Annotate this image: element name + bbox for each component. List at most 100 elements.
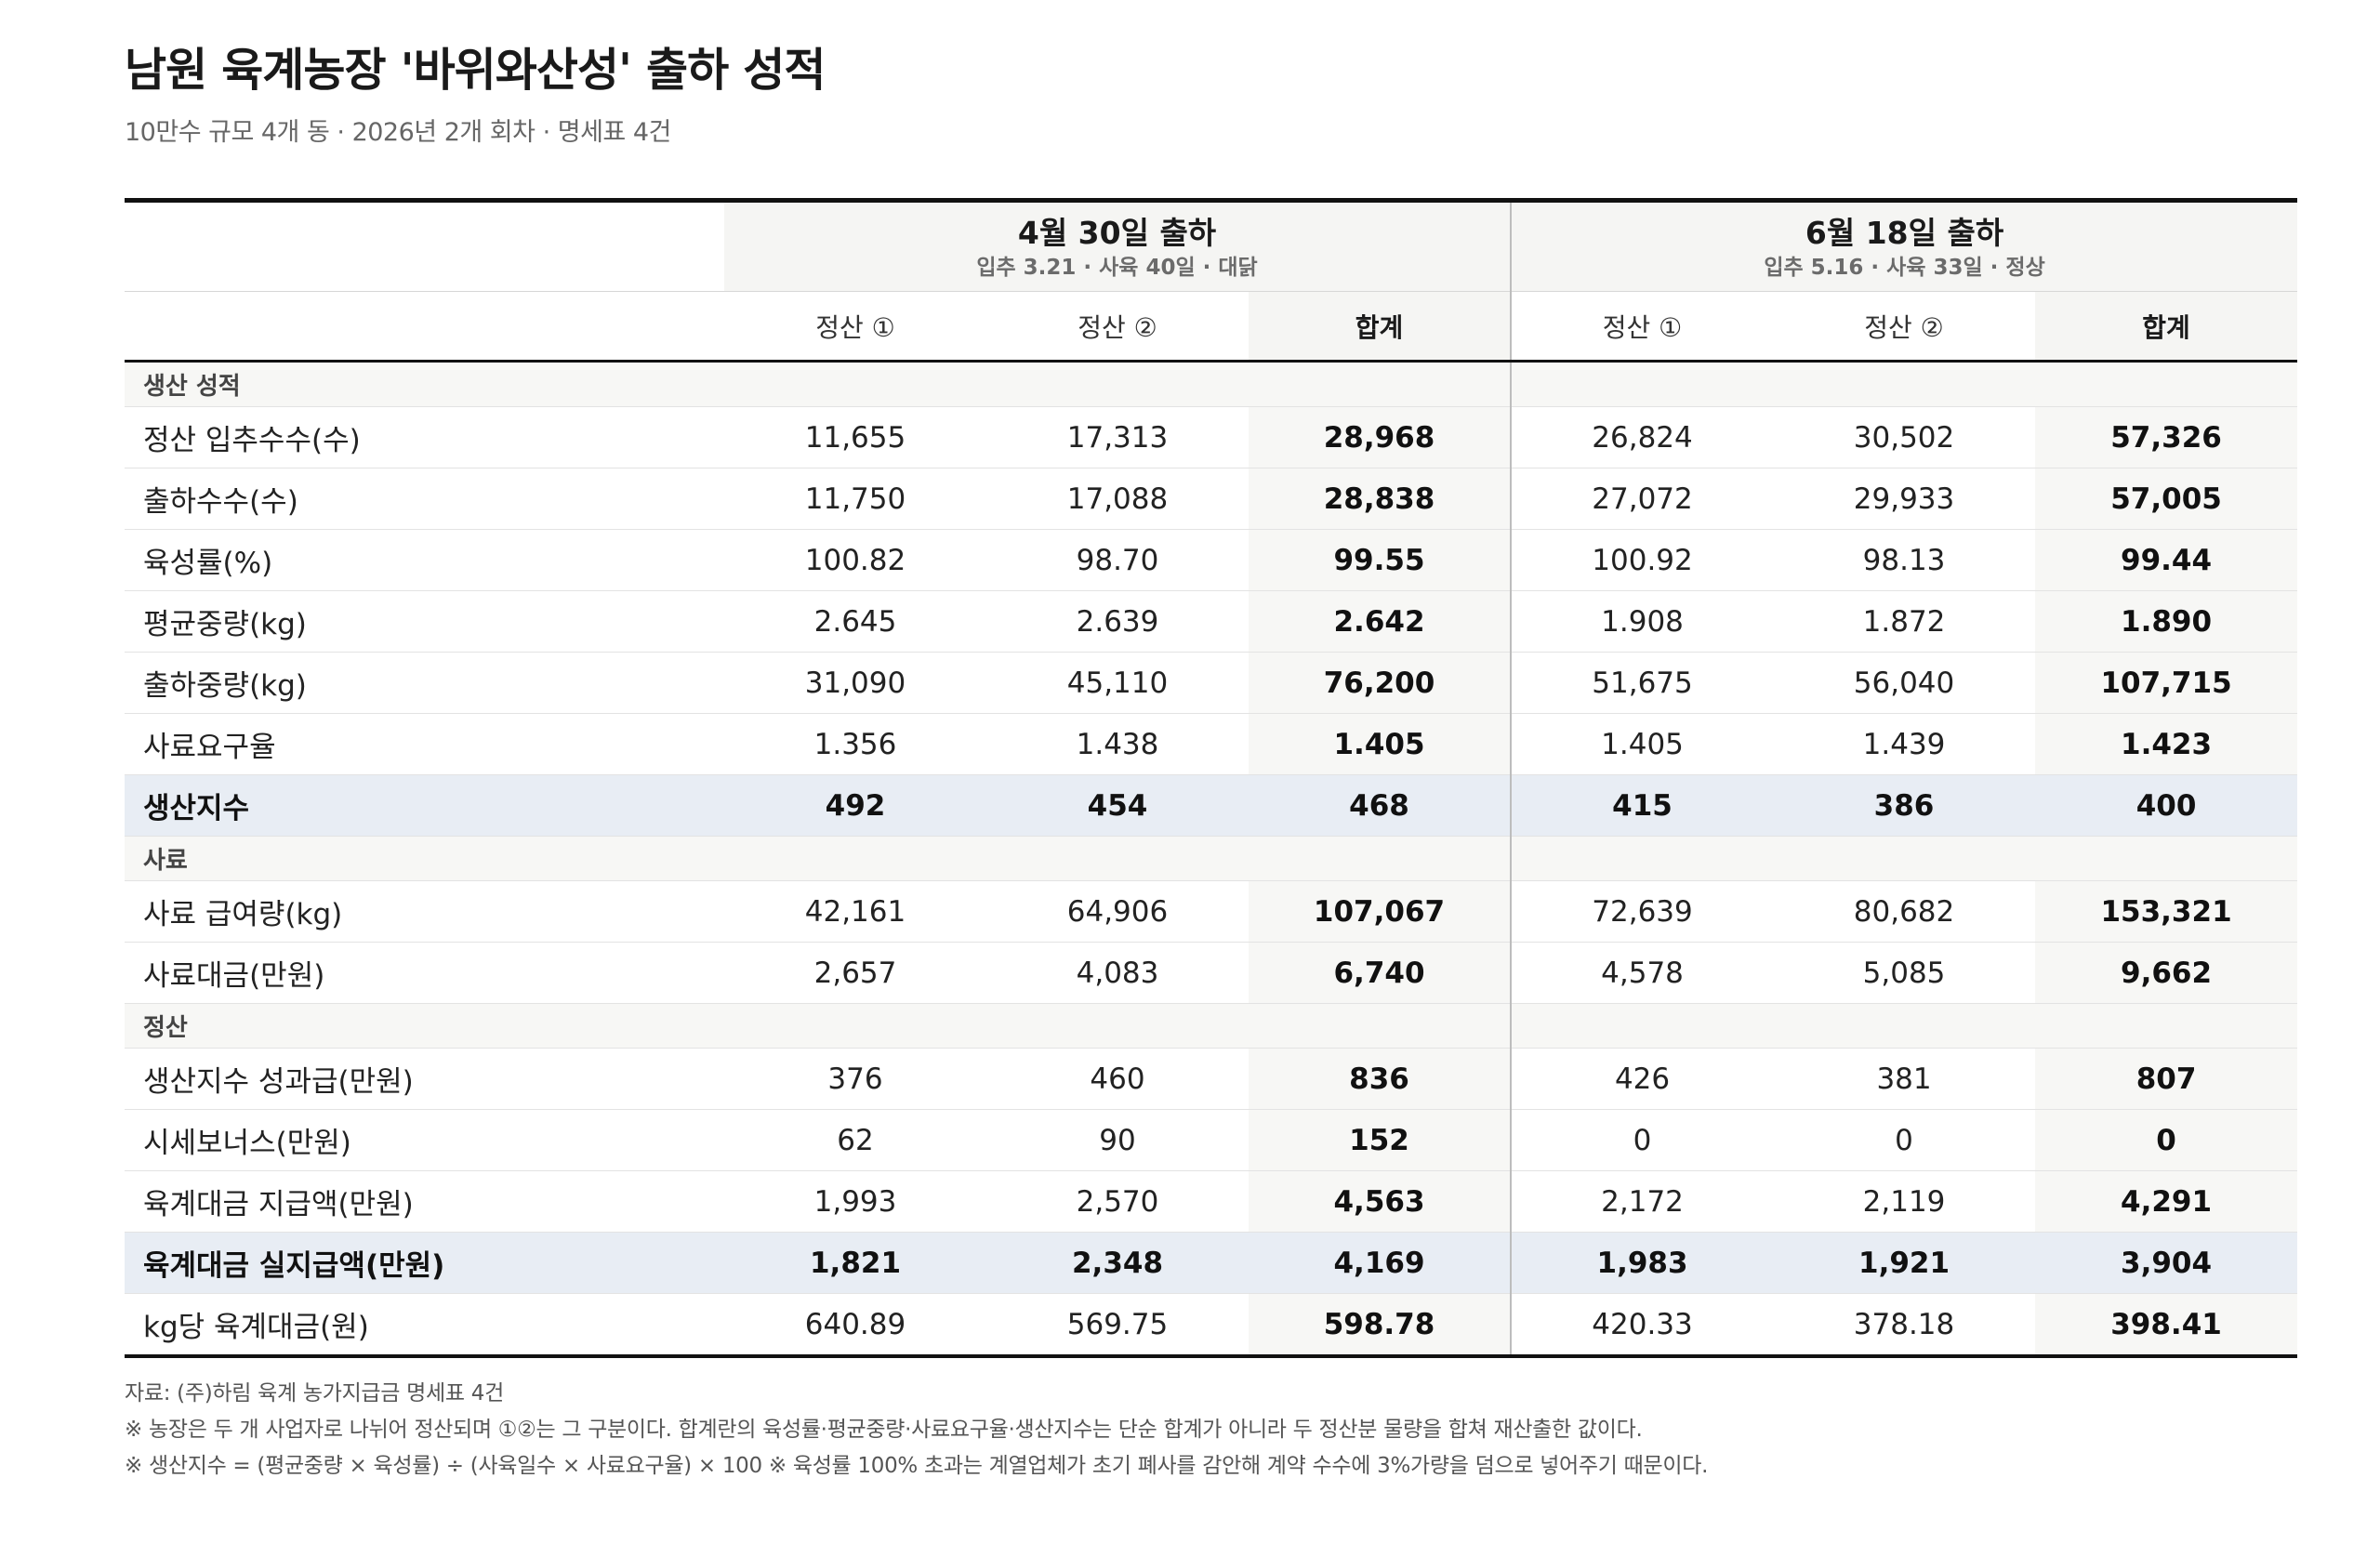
value-cell: 426 [1510,1048,1774,1110]
section-row: 생산 성적 [125,361,2298,407]
table-row: 출하수수(수) 11,750 17,088 28,838 27,072 29,933 57,… [125,468,2298,530]
table-row: 시세보너스(만원) 62 90 152 0 0 0 [125,1109,2298,1171]
shipment-header-row: 4월 30일 출하 입추 3.21 · 사육 40일 · 대닭 6월 18일 출… [125,198,2298,292]
value-cell: 454 [986,774,1249,837]
total-cell: 6,740 [1249,942,1512,1004]
total-cell: 2.642 [1249,590,1512,653]
value-cell: 1.872 [1773,590,2036,653]
value-cell: 100.82 [724,529,986,591]
value-cell: 460 [986,1048,1249,1110]
value-cell: 2,657 [724,942,986,1004]
total-cell: 807 [2035,1048,2298,1110]
section-label: 생산 성적 [125,361,724,407]
page-title: 남원 육계농장 '바위와산성' 출하 성적 [125,44,826,97]
col-total: 합계 [1249,291,1512,363]
value-cell: 492 [724,774,986,837]
value-cell: 56,040 [1773,652,2036,714]
footnote-settlement: ※ 농장은 두 개 사업자로 나뉘어 정산되며 ①②는 그 구분이다. 합계란의… [125,1418,1643,1442]
section-filler [724,836,986,881]
total-cell: 28,968 [1249,406,1512,468]
row-label: 사료 급여량(kg) [125,880,724,943]
shipment-meta: 입추 5.16 · 사육 33일 · 정상 [1764,255,2045,280]
total-cell: 598.78 [1249,1293,1512,1358]
row-label: 사료요구율 [125,713,724,775]
value-cell: 51,675 [1510,652,1774,714]
section-filler [986,361,1249,407]
total-cell: 398.41 [2035,1293,2298,1358]
value-cell: 42,161 [724,880,986,943]
value-cell: 98.70 [986,529,1249,591]
section-filler [1773,1003,2036,1049]
table-body: 생산 성적 정산 입추수수(수) 11,655 17,313 28,968 26,824 3… [125,361,2298,1358]
corner-cell [125,198,724,292]
total-cell: 1.890 [2035,590,2298,653]
value-cell: 62 [724,1109,986,1171]
value-cell: 45,110 [986,652,1249,714]
value-cell: 17,088 [986,468,1249,530]
value-cell: 29,933 [1773,468,2036,530]
value-cell: 1.438 [986,713,1249,775]
total-cell: 99.44 [2035,529,2298,591]
shipment-header-1: 4월 30일 출하 입추 3.21 · 사육 40일 · 대닭 [724,198,1512,292]
corner-cell [125,291,724,363]
row-label: 정산 입추수수(수) [125,406,724,468]
value-cell: 1,983 [1510,1232,1774,1294]
total-cell: 4,291 [2035,1170,2298,1233]
row-label: 생산지수 [125,774,724,837]
section-filler [1249,1003,1512,1049]
table-row: 육계대금 지급액(만원) 1,993 2,570 4,563 2,172 2,119 4,2… [125,1170,2298,1233]
value-cell: 2,570 [986,1170,1249,1233]
shipment-header-2: 6월 18일 출하 입추 5.16 · 사육 33일 · 정상 [1510,198,2298,292]
section-filler [2035,1003,2298,1049]
col-total: 합계 [2035,291,2298,363]
section-filler [1510,361,1774,407]
results-table-wrapper: 4월 30일 출하 입추 3.21 · 사육 40일 · 대닭 6월 18일 출… [125,198,2298,1358]
section-filler [1510,836,1774,881]
section-filler [1249,361,1512,407]
value-cell: 1.439 [1773,713,2036,775]
footnote-formula: ※ 생산지수 = (평균중량 × 육성률) ÷ (사육일수 × 사료요구율) ×… [125,1454,1709,1478]
total-cell: 28,838 [1249,468,1512,530]
table-row: 출하중량(kg) 31,090 45,110 76,200 51,675 56,040 10… [125,652,2298,714]
column-header-row: 정산 ① 정산 ② 합계 정산 ① 정산 ② 합계 [125,291,2298,363]
row-label: 출하중량(kg) [125,652,724,714]
total-cell: 9,662 [2035,942,2298,1004]
section-filler [724,361,986,407]
col-settle2: 정산 ② [986,291,1249,363]
row-label: 시세보너스(만원) [125,1109,724,1171]
value-cell: 1,921 [1773,1232,2036,1294]
value-cell: 98.13 [1773,529,2036,591]
value-cell: 30,502 [1773,406,2036,468]
value-cell: 0 [1773,1109,2036,1171]
total-cell: 4,169 [1249,1232,1512,1294]
value-cell: 11,750 [724,468,986,530]
value-cell: 27,072 [1510,468,1774,530]
total-cell: 836 [1249,1048,1512,1110]
value-cell: 0 [1510,1109,1774,1171]
value-cell: 2,172 [1510,1170,1774,1233]
section-filler [2035,361,2298,407]
page-subtitle: 10만수 규모 4개 동 · 2026년 2개 회차 · 명세표 4건 [125,118,671,147]
highlight-row: 생산지수 492 454 468 415 386 400 [125,774,2298,837]
shipment-title: 6월 18일 출하 [1805,214,2004,251]
value-cell: 64,906 [986,880,1249,943]
table-row: 생산지수 성과급(만원) 376 460 836 426 381 807 [125,1048,2298,1110]
results-table: 4월 30일 출하 입추 3.21 · 사육 40일 · 대닭 6월 18일 출… [125,198,2298,1358]
row-label: 육계대금 지급액(만원) [125,1170,724,1233]
shipment-meta: 입추 3.21 · 사육 40일 · 대닭 [976,255,1258,280]
total-cell: 107,715 [2035,652,2298,714]
value-cell: 4,083 [986,942,1249,1004]
value-cell: 420.33 [1510,1293,1774,1358]
value-cell: 100.92 [1510,529,1774,591]
value-cell: 17,313 [986,406,1249,468]
value-cell: 5,085 [1773,942,2036,1004]
col-settle1: 정산 ① [724,291,986,363]
col-settle2: 정산 ② [1773,291,2036,363]
section-filler [724,1003,986,1049]
total-cell: 4,563 [1249,1170,1512,1233]
row-label: 평균중량(kg) [125,590,724,653]
section-row: 사료 [125,836,2298,881]
total-cell: 107,067 [1249,880,1512,943]
value-cell: 2,348 [986,1232,1249,1294]
value-cell: 376 [724,1048,986,1110]
